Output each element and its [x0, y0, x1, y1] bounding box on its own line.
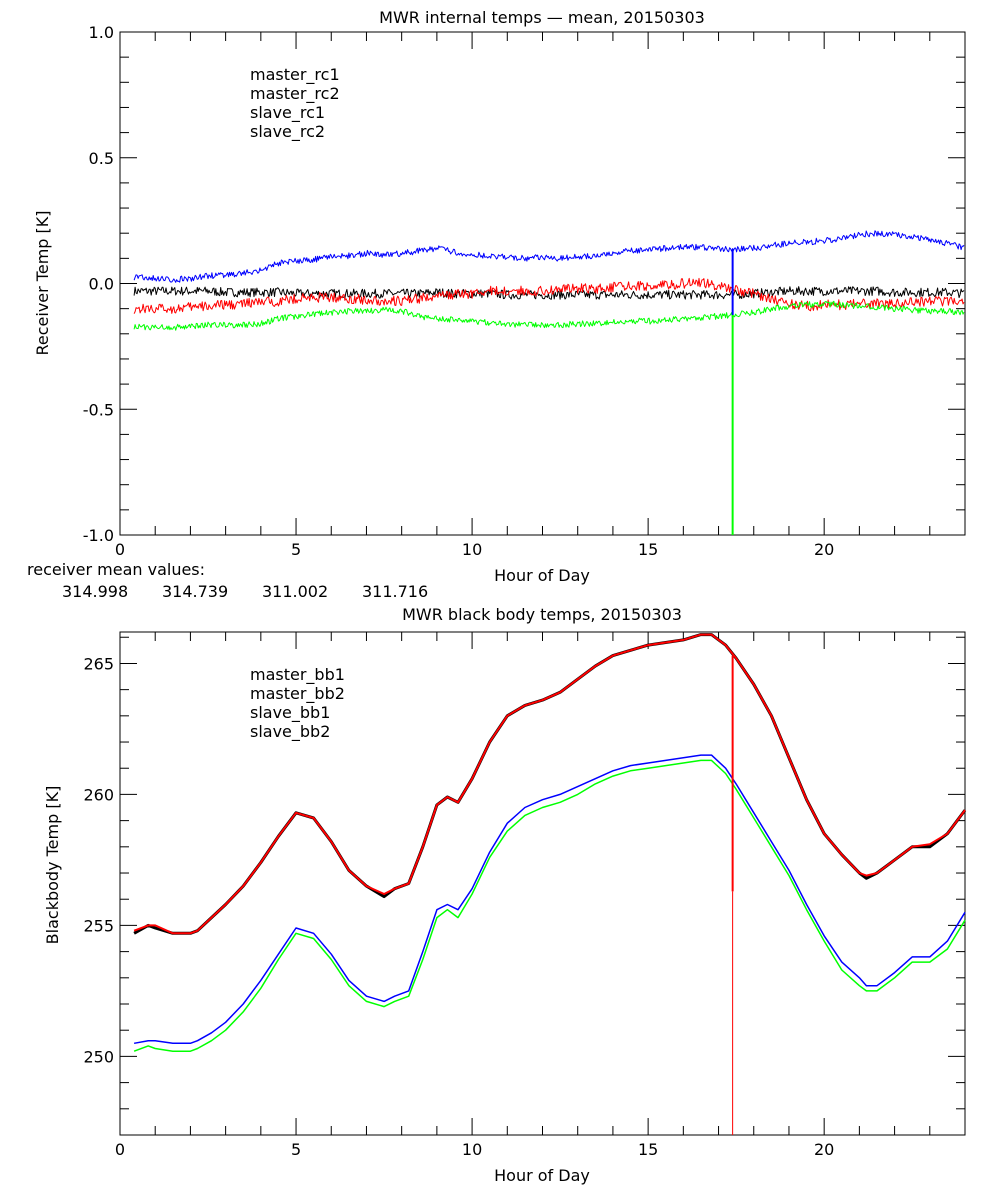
y-tick-label: 250 [83, 1047, 114, 1066]
x-axis-label: Hour of Day [494, 1166, 590, 1185]
x-tick-label: 15 [638, 540, 658, 559]
series-line-master-rc1 [133, 286, 965, 300]
legend-item: master_bb1 [250, 665, 345, 685]
legend-item: slave_rc2 [250, 122, 325, 142]
y-tick-label: 265 [83, 654, 114, 673]
series-line-master-rc2 [133, 277, 965, 314]
legend-item: master_rc2 [250, 84, 340, 104]
series-line-slave-rc2 [133, 300, 965, 331]
series-line-slave-rc1 [133, 230, 965, 283]
series-line-master-bb2 [133, 633, 966, 935]
chart-title: MWR internal temps — mean, 20150303 [379, 8, 705, 27]
legend-item: master_rc1 [250, 65, 340, 85]
y-tick-label: -1.0 [83, 526, 114, 545]
legend-item: master_bb2 [250, 684, 345, 704]
x-tick-label: 15 [638, 1140, 658, 1159]
y-axis-label: Receiver Temp [K] [33, 210, 52, 355]
y-tick-label: 0.5 [89, 149, 114, 168]
chart-title: MWR black body temps, 20150303 [402, 605, 682, 624]
x-axis-label: Hour of Day [494, 566, 590, 585]
x-tick-label: 10 [462, 1140, 482, 1159]
series-line-slave-bb2 [133, 759, 966, 1052]
y-tick-label: 0.0 [89, 275, 114, 294]
x-tick-label: 20 [814, 1140, 834, 1159]
y-tick-label: -0.5 [83, 400, 114, 419]
legend-item: slave_bb1 [250, 703, 330, 723]
y-tick-label: 260 [83, 785, 114, 804]
mean-value: 314.998 [62, 582, 128, 601]
mean-value: 314.739 [162, 582, 228, 601]
axis-ticks: 0 5 10 15 20 1.0 0.5 0.0 -0.5 -1.0 [83, 23, 966, 559]
axis-ticks: 0 5 10 15 20 265 260 255 250 [83, 632, 966, 1159]
mean-value: 311.716 [362, 582, 428, 601]
x-tick-label: 5 [291, 1140, 301, 1159]
series-line-slave-bb1 [133, 754, 966, 1045]
legend-item: slave_rc1 [250, 103, 325, 123]
x-tick-label: 0 [115, 540, 125, 559]
plot-frame [119, 31, 966, 536]
mean-values-label: receiver mean values: [27, 560, 205, 579]
x-tick-label: 5 [291, 540, 301, 559]
mean-value: 311.002 [262, 582, 328, 601]
legend: master_bb1 master_bb2 slave_bb1 slave_bb… [250, 665, 345, 742]
series-group [133, 230, 965, 535]
legend-item: slave_bb2 [250, 722, 330, 742]
receiver-temp-plot: MWR internal temps — mean, 20150303 0 5 10… [27, 8, 966, 601]
x-tick-label: 10 [462, 540, 482, 559]
y-tick-label: 255 [83, 916, 114, 935]
y-tick-label: 1.0 [89, 23, 114, 42]
series-group [133, 633, 967, 1135]
y-axis-label: Blackbody Temp [K] [43, 786, 62, 945]
legend: master_rc1 master_rc2 slave_rc1 slave_rc… [250, 65, 340, 142]
x-tick-label: 20 [814, 540, 834, 559]
blackbody-temp-plot: MWR black body temps, 20150303 0 5 10 15 20 2… [43, 605, 967, 1185]
x-tick-label: 0 [115, 1140, 125, 1159]
